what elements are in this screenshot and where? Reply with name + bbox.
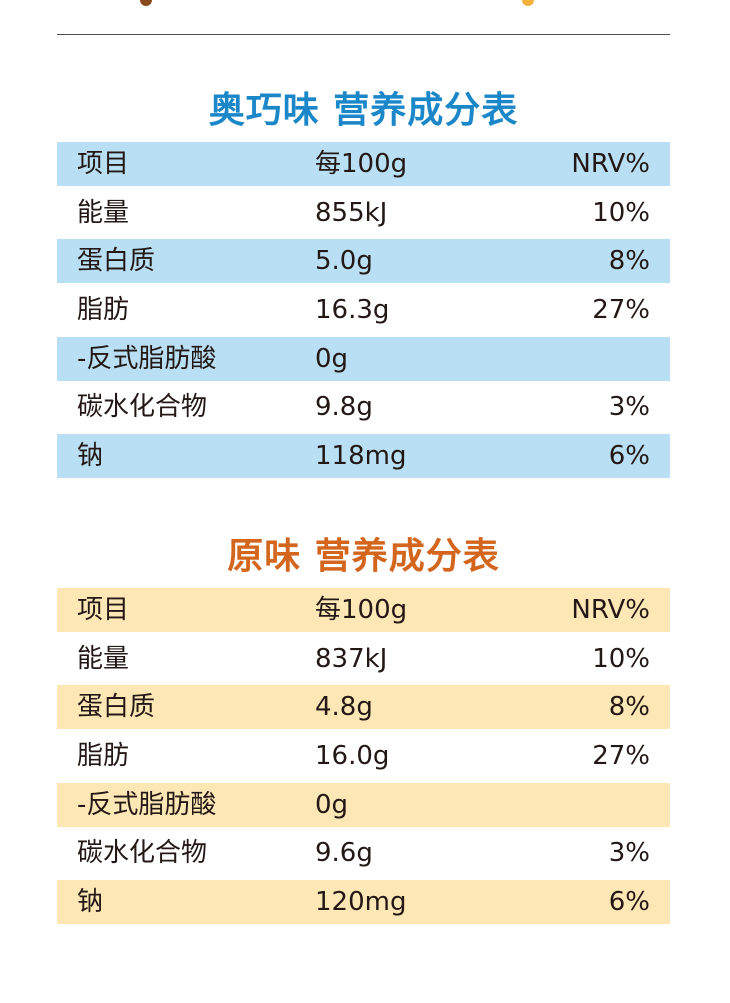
- row-item: 蛋白质: [77, 692, 156, 723]
- row-nrv: 8%: [608, 246, 650, 277]
- row-nrv: 3%: [608, 838, 650, 869]
- row-per-100g: 4.8g: [315, 692, 373, 723]
- top-strip: [0, 0, 730, 8]
- row-item: 脂肪: [77, 741, 130, 772]
- yellow-dot-icon: [522, 0, 534, 6]
- table-row-sodium: 钠 118mg 6%: [57, 434, 670, 479]
- row-nrv: 8%: [608, 692, 650, 723]
- row-item: -反式脂肪酸: [77, 789, 217, 820]
- brown-dot-icon: [140, 0, 152, 6]
- table-row-energy: 能量 837kJ 10%: [57, 637, 670, 681]
- row-per-100g: 9.6g: [315, 838, 373, 869]
- oreo-nutrition-section: 奥巧味 营养成分表 项目 每100g NRV% 能量 855kJ 10% 蛋白质…: [57, 80, 670, 479]
- row-per-100g: 16.3g: [315, 295, 390, 326]
- original-nutrition-title: 原味 营养成分表: [227, 536, 500, 577]
- table-header-row: 项目 每100g NRV%: [57, 588, 670, 632]
- row-item: -反式脂肪酸: [77, 343, 217, 374]
- row-per-100g: 5.0g: [315, 246, 373, 277]
- table-row-fat: 脂肪 16.0g 27%: [57, 734, 670, 778]
- row-per-100g: 120mg: [315, 887, 407, 918]
- row-nrv: 27%: [592, 741, 650, 772]
- row-item: 碳水化合物: [77, 392, 208, 423]
- table-row-carbohydrate: 碳水化合物 9.8g 3%: [57, 385, 670, 429]
- row-per-100g: 855kJ: [315, 197, 388, 228]
- table-header-row: 项目 每100g NRV%: [57, 142, 670, 186]
- header-nrv: NRV%: [571, 149, 650, 179]
- row-item: 蛋白质: [77, 246, 156, 277]
- original-nutrition-section: 原味 营养成分表 项目 每100g NRV% 能量 837kJ 10% 蛋白质 …: [57, 526, 670, 925]
- original-nutrition-table: 项目 每100g NRV% 能量 837kJ 10% 蛋白质 4.8g 8% 脂…: [57, 588, 670, 925]
- divider: [57, 34, 670, 35]
- row-per-100g: 837kJ: [315, 643, 388, 674]
- table-row-fat: 脂肪 16.3g 27%: [57, 288, 670, 332]
- table-row-protein: 蛋白质 5.0g 8%: [57, 239, 670, 284]
- header-per-100g: 每100g: [315, 595, 408, 625]
- row-nrv: 6%: [608, 441, 650, 472]
- table-row-carbohydrate: 碳水化合物 9.6g 3%: [57, 831, 670, 875]
- row-per-100g: 0g: [315, 789, 349, 820]
- row-per-100g: 0g: [315, 343, 349, 374]
- table-row-trans-fat: -反式脂肪酸 0g: [57, 782, 670, 827]
- oreo-nutrition-table: 项目 每100g NRV% 能量 855kJ 10% 蛋白质 5.0g 8% 脂…: [57, 142, 670, 479]
- row-nrv: 6%: [608, 887, 650, 918]
- table-row-trans-fat: -反式脂肪酸 0g: [57, 336, 670, 381]
- row-nrv: 10%: [592, 197, 650, 228]
- table-row-energy: 能量 855kJ 10%: [57, 191, 670, 235]
- header-nrv: NRV%: [571, 595, 650, 625]
- table-row-sodium: 钠 120mg 6%: [57, 880, 670, 925]
- row-nrv: 3%: [608, 392, 650, 423]
- row-per-100g: 9.8g: [315, 392, 373, 423]
- oreo-nutrition-title: 奥巧味 营养成分表: [208, 90, 519, 131]
- row-per-100g: 16.0g: [315, 741, 390, 772]
- row-item: 碳水化合物: [77, 838, 208, 869]
- row-nrv: 27%: [592, 295, 650, 326]
- header-item: 项目: [77, 149, 130, 179]
- row-item: 钠: [77, 441, 104, 472]
- row-item: 脂肪: [77, 295, 130, 326]
- row-item: 钠: [77, 887, 104, 918]
- header-per-100g: 每100g: [315, 149, 408, 179]
- row-item: 能量: [77, 643, 130, 674]
- row-per-100g: 118mg: [315, 441, 407, 472]
- header-item: 项目: [77, 595, 130, 625]
- row-item: 能量: [77, 197, 130, 228]
- table-row-protein: 蛋白质 4.8g 8%: [57, 685, 670, 730]
- row-nrv: 10%: [592, 643, 650, 674]
